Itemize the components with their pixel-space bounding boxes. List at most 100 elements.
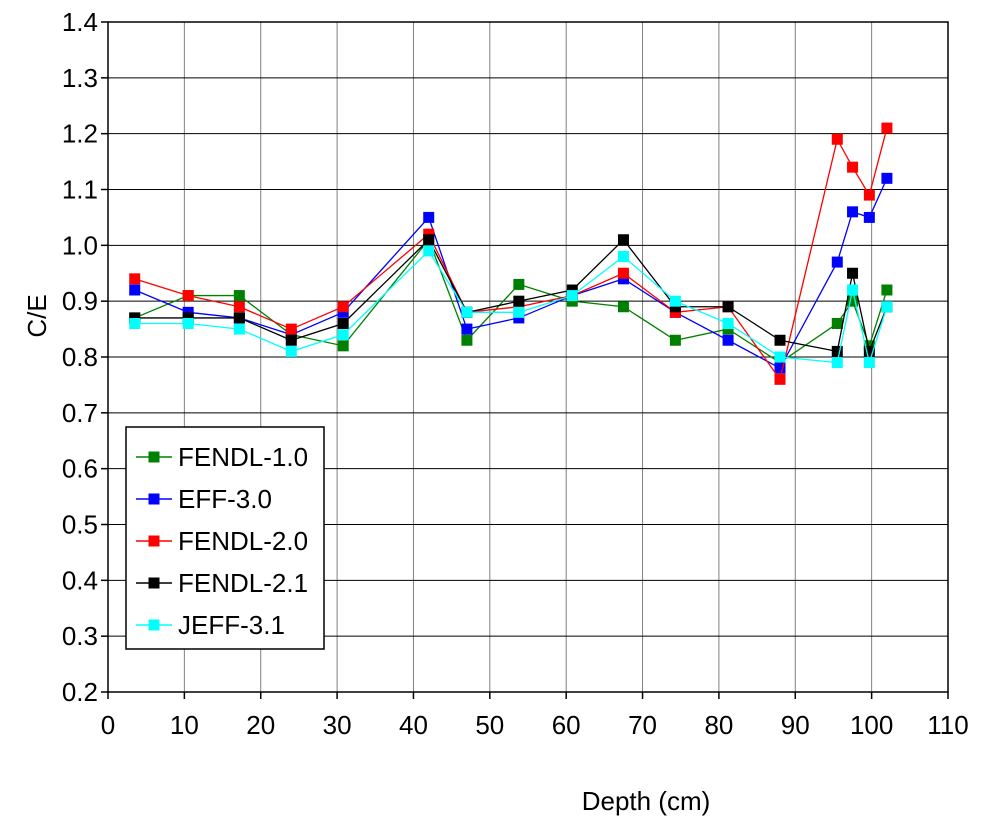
x-axis-title: Depth (cm)	[582, 786, 711, 816]
data-point	[461, 323, 473, 335]
data-point	[863, 340, 875, 352]
y-tick-label: 1.0	[62, 230, 98, 260]
data-point	[617, 273, 629, 285]
y-axis-ticks: 0.2 0.3 0.4 0.5 0.6 0.7 0.8 0.9 1.0 1.1 1.2 1.3 1.4	[62, 7, 108, 707]
y-tick-label: 0.8	[62, 342, 98, 372]
data-point	[881, 172, 893, 184]
data-point	[337, 301, 349, 313]
data-point	[722, 323, 734, 335]
y-tick-label: 1.2	[62, 119, 98, 149]
data-point	[233, 323, 245, 335]
x-tick-label: 90	[781, 710, 810, 740]
data-point	[423, 211, 435, 223]
data-point	[566, 284, 578, 296]
data-point	[617, 234, 629, 246]
data-point	[182, 312, 194, 324]
data-point	[182, 306, 194, 318]
data-point	[831, 345, 843, 357]
x-tick-label: 100	[850, 710, 893, 740]
legend-marker	[148, 451, 160, 463]
data-point	[774, 357, 786, 369]
data-point	[881, 122, 893, 134]
legend-marker	[148, 535, 160, 547]
data-point	[847, 295, 859, 307]
data-point	[881, 301, 893, 313]
x-tick-label: 60	[552, 710, 581, 740]
series-line	[134, 238, 888, 354]
data-point	[423, 245, 435, 257]
data-point	[774, 362, 786, 374]
data-point	[831, 256, 843, 268]
series-group	[129, 122, 893, 385]
y-tick-label: 0.9	[62, 286, 98, 316]
y-tick-label: 1.1	[62, 175, 98, 205]
x-tick-label: 70	[628, 710, 657, 740]
series-line	[134, 127, 888, 381]
data-point	[847, 284, 859, 296]
data-point	[337, 329, 349, 341]
y-tick-label: 0.6	[62, 454, 98, 484]
data-point	[863, 357, 875, 369]
series-jeff-3-1	[129, 245, 893, 369]
legend-label: FENDL-1.0	[178, 442, 308, 472]
data-point	[129, 318, 141, 329]
legend-label: FENDL-2.0	[178, 526, 308, 556]
y-tick-label: 1.4	[62, 7, 98, 37]
data-point	[285, 323, 297, 335]
series-line	[134, 178, 888, 370]
data-point	[669, 334, 681, 346]
x-tick-label: 10	[170, 710, 199, 740]
x-tick-label: 0	[101, 710, 115, 740]
data-point	[669, 301, 681, 313]
data-point	[774, 373, 786, 385]
data-point	[617, 251, 629, 262]
data-point	[285, 334, 297, 346]
data-point	[129, 273, 141, 285]
data-point	[285, 345, 297, 357]
data-point	[831, 318, 843, 329]
data-point	[423, 234, 435, 246]
data-point	[337, 306, 349, 318]
data-point	[233, 312, 245, 324]
legend-label: EFF-3.0	[178, 484, 272, 514]
legend-marker	[148, 577, 160, 589]
y-tick-label: 0.3	[62, 621, 98, 651]
y-tick-label: 0.7	[62, 398, 98, 428]
data-point	[423, 228, 435, 240]
data-point	[669, 295, 681, 307]
legend-label: JEFF-3.1	[178, 610, 285, 640]
legend-marker	[148, 619, 160, 631]
data-point	[863, 189, 875, 201]
data-point	[617, 267, 629, 279]
data-point	[129, 312, 141, 324]
data-point	[129, 284, 141, 296]
y-axis-title: C/E	[22, 294, 52, 337]
data-point	[337, 318, 349, 329]
x-tick-label: 30	[323, 710, 352, 740]
series-line	[134, 249, 888, 366]
data-point	[285, 329, 297, 341]
data-point	[847, 267, 859, 279]
data-point	[617, 301, 629, 313]
data-point	[831, 357, 843, 369]
y-tick-label: 0.5	[62, 510, 98, 540]
data-point	[182, 290, 194, 302]
data-point	[233, 290, 245, 302]
data-point	[461, 306, 473, 318]
data-point	[513, 312, 525, 324]
data-point	[566, 290, 578, 302]
data-point	[774, 334, 786, 346]
data-point	[233, 301, 245, 313]
x-tick-label: 20	[246, 710, 275, 740]
y-tick-label: 0.2	[62, 677, 98, 707]
data-point	[847, 161, 859, 173]
data-point	[566, 295, 578, 307]
data-point	[337, 340, 349, 352]
data-point	[774, 351, 786, 363]
legend-marker	[148, 493, 160, 505]
x-tick-label: 50	[475, 710, 504, 740]
data-point	[513, 306, 525, 318]
x-tick-label: 40	[399, 710, 428, 740]
data-point	[831, 133, 843, 145]
